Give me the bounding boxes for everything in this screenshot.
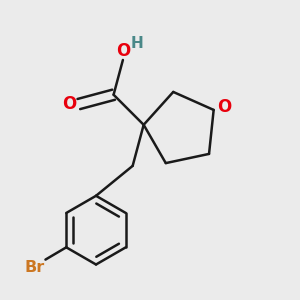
Text: O: O [62, 95, 77, 113]
Text: O: O [217, 98, 231, 116]
Text: H: H [130, 36, 143, 51]
Text: Br: Br [25, 260, 45, 274]
Text: O: O [116, 42, 130, 60]
